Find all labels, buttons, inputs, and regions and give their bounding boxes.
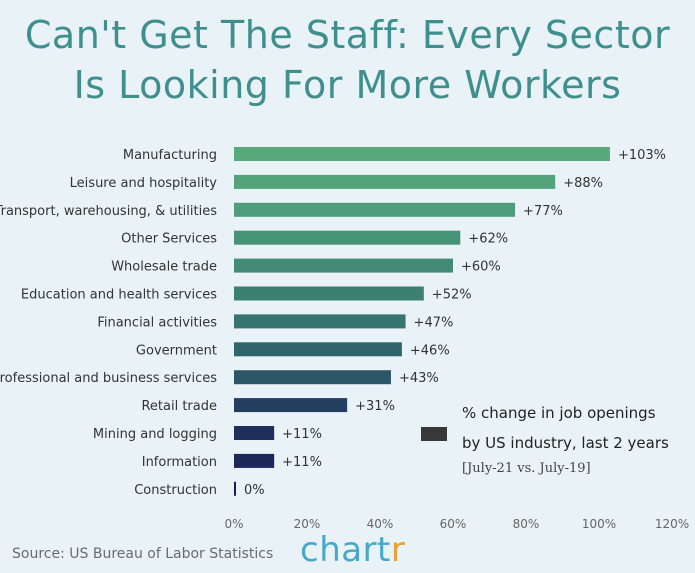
category-label: Professional and business services	[0, 371, 217, 386]
category-label: Other Services	[121, 232, 217, 247]
x-tick-label: 60%	[440, 517, 467, 531]
bar	[234, 342, 402, 357]
category-label: Transport, warehousing, & utilities	[0, 204, 217, 219]
data-label: +88%	[563, 176, 603, 191]
data-label: +31%	[355, 399, 395, 414]
bar	[234, 286, 424, 301]
category-label: Mining and logging	[93, 427, 217, 442]
data-label: +43%	[399, 371, 439, 386]
bar	[234, 481, 236, 496]
bar	[234, 147, 610, 161]
data-label: +103%	[618, 148, 666, 163]
x-tick-label: 20%	[294, 517, 321, 531]
bar	[234, 314, 406, 329]
category-label: Leisure and hospitality	[70, 176, 218, 191]
legend-text-line-3: [July-21 vs. July-19]	[462, 461, 591, 476]
x-tick-label: 100%	[582, 517, 616, 531]
data-label: +47%	[414, 315, 454, 330]
legend-swatch	[421, 427, 447, 441]
bar	[234, 174, 556, 189]
legend-text-line-1: % change in job openings	[462, 404, 656, 422]
brand-logo: chartr	[300, 530, 405, 570]
data-label: +46%	[410, 343, 450, 358]
bar	[234, 398, 348, 413]
bar	[234, 230, 461, 245]
data-label: +52%	[432, 288, 472, 303]
brand-logo-main: chart	[300, 530, 391, 570]
bar	[234, 370, 391, 385]
data-label: +11%	[282, 427, 322, 442]
data-label: +62%	[468, 232, 508, 247]
category-label: Education and health services	[21, 288, 217, 303]
category-label: Government	[136, 343, 217, 358]
data-label: +60%	[461, 260, 501, 275]
title-line-2: Is Looking For More Workers	[73, 63, 622, 107]
data-label: 0%	[244, 483, 265, 498]
bar	[234, 258, 453, 273]
category-label: Financial activities	[97, 315, 217, 330]
x-tick-label: 120%	[655, 517, 689, 531]
title-line-1: Can't Get The Staff: Every Sector	[24, 13, 671, 57]
category-label: Wholesale trade	[111, 260, 217, 275]
bar	[234, 453, 275, 468]
source-note: Source: US Bureau of Labor Statistics	[12, 546, 274, 562]
x-tick-label: 80%	[513, 517, 540, 531]
x-tick-label: 0%	[224, 517, 243, 531]
category-label: Construction	[134, 483, 217, 498]
bar	[234, 202, 516, 217]
x-tick-label: 40%	[367, 517, 394, 531]
category-label: Information	[142, 455, 217, 470]
legend-text-line-2: by US industry, last 2 years	[462, 434, 669, 452]
brand-logo-accent: r	[390, 530, 406, 570]
chart-title: Can't Get The Staff: Every Sector Is Loo…	[0, 10, 695, 110]
category-label: Manufacturing	[123, 148, 217, 163]
bar	[234, 426, 275, 440]
data-label: +11%	[282, 455, 322, 470]
category-label: Retail trade	[141, 399, 217, 414]
data-label: +77%	[523, 204, 563, 219]
